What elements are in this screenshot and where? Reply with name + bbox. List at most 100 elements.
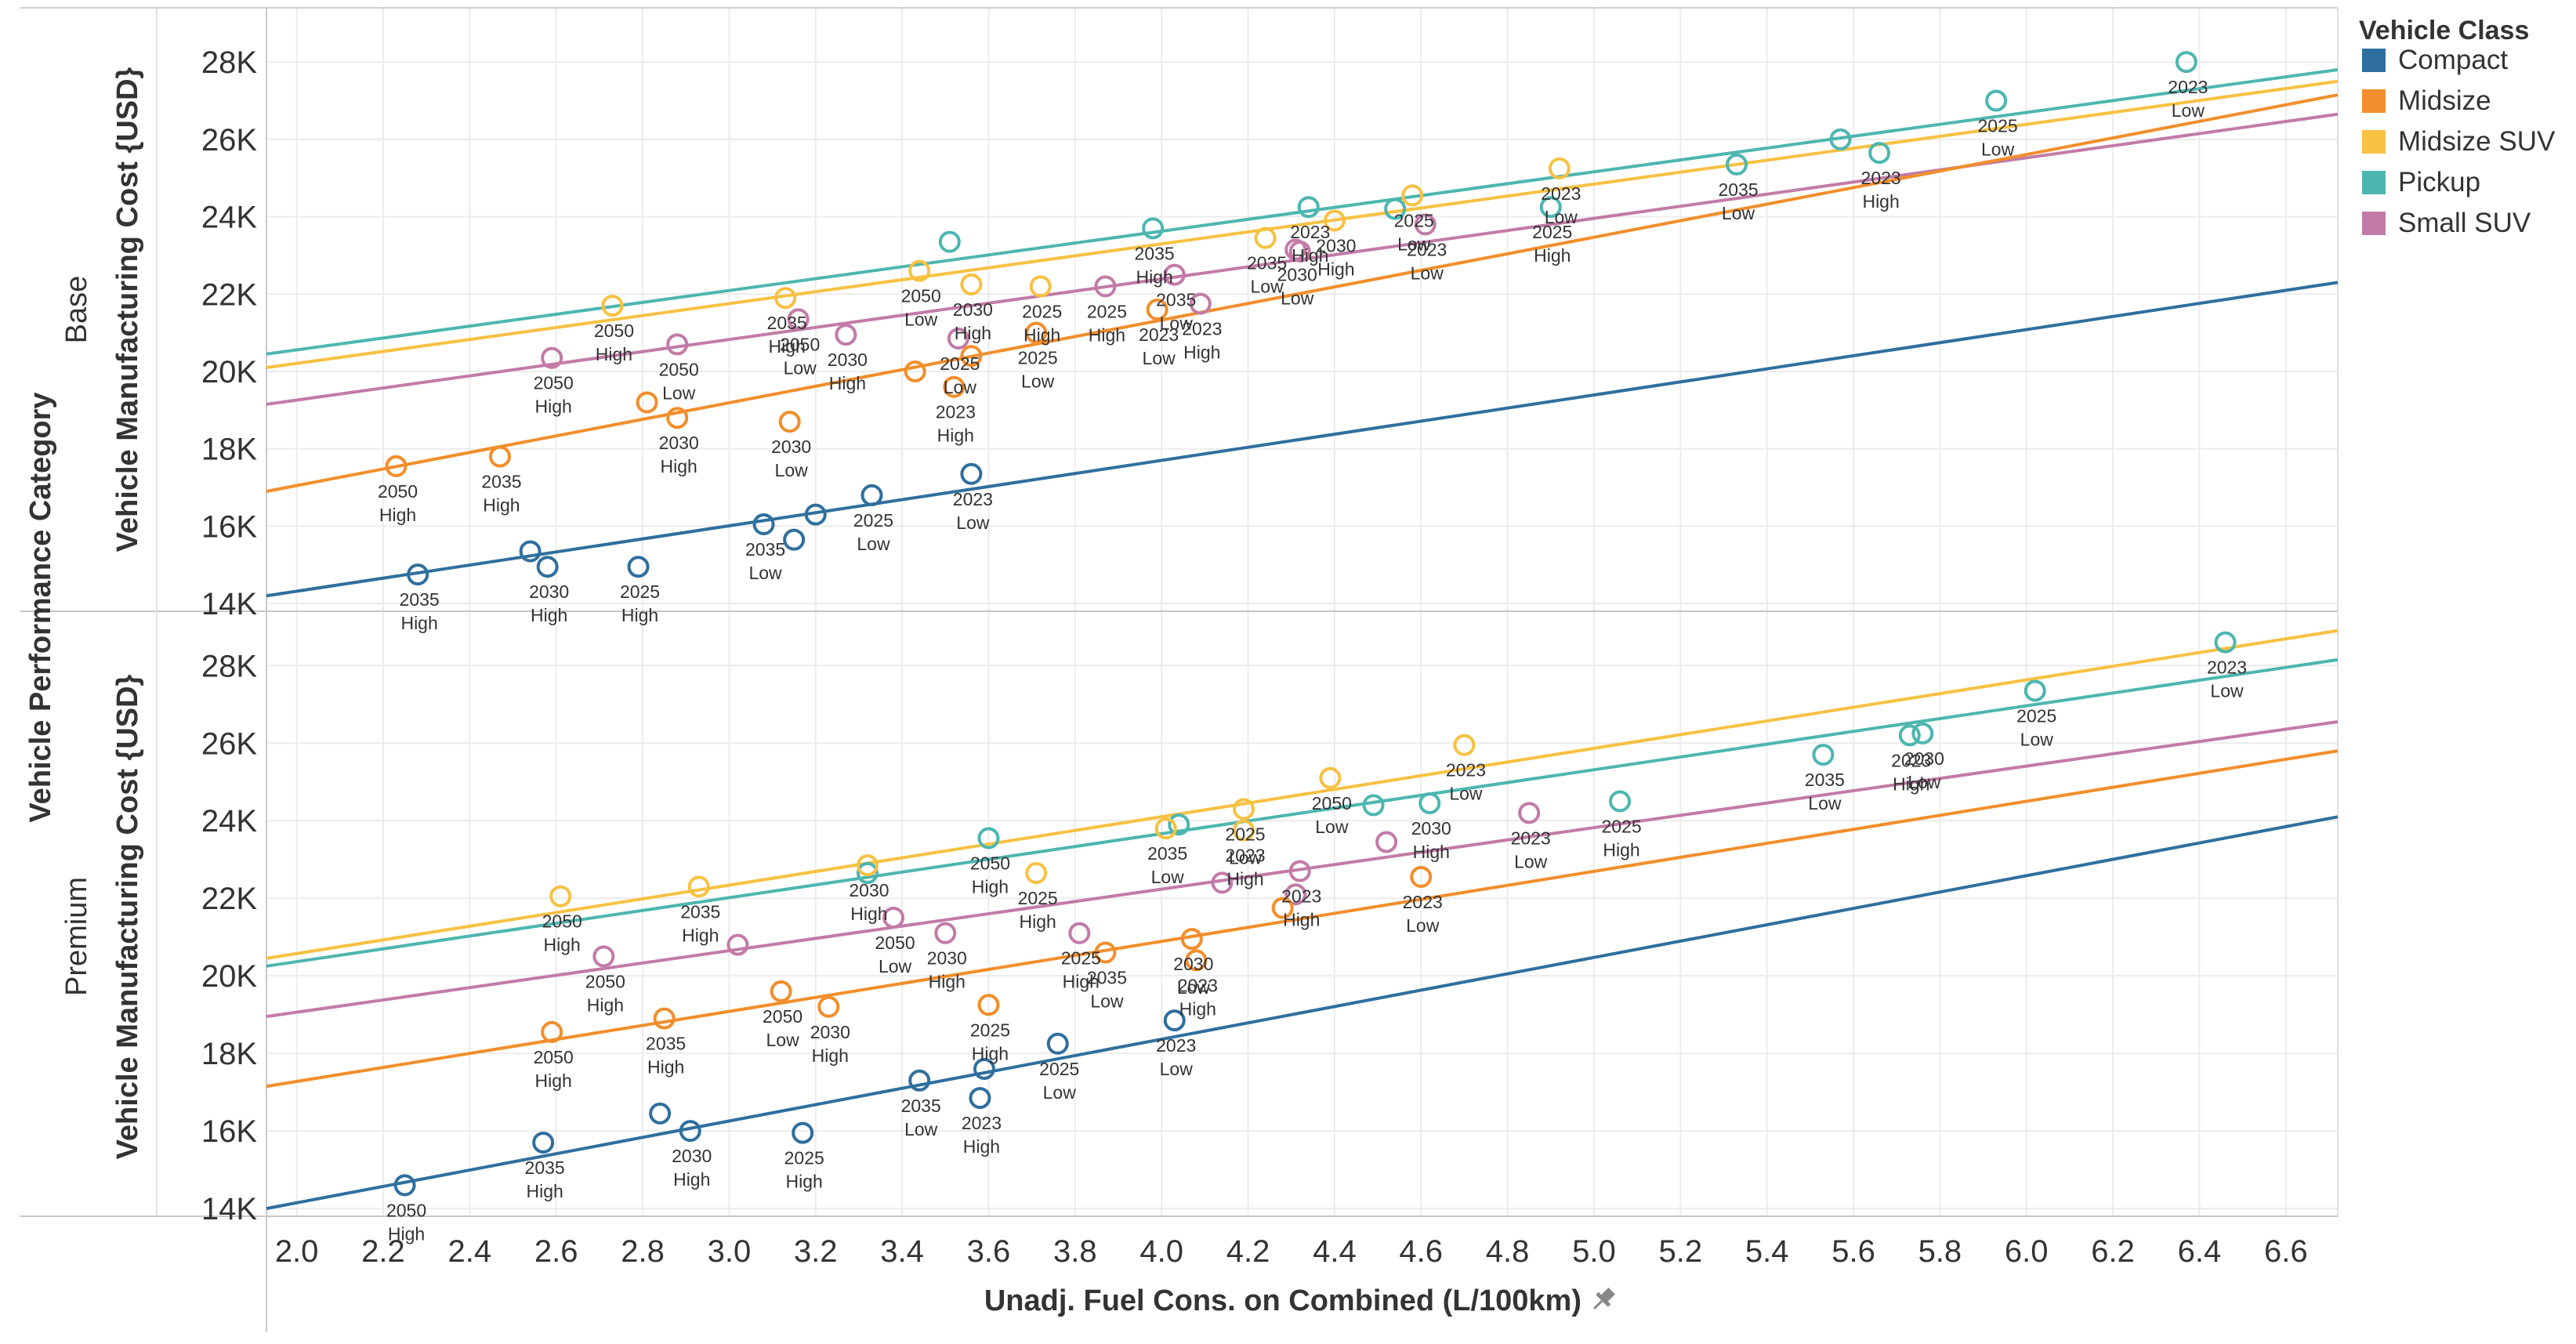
data-point-pickup[interactable] (1911, 722, 1934, 744)
data-point-small_suv[interactable] (1189, 292, 1212, 315)
data-point-midsize[interactable] (904, 360, 926, 382)
data-point-midsize_suv[interactable] (1154, 817, 1177, 840)
data-point-midsize_suv[interactable] (1548, 157, 1571, 179)
data-point-pickup[interactable] (1985, 89, 2008, 112)
data-point-compact[interactable] (532, 1131, 555, 1154)
data-point-midsize[interactable] (977, 994, 1000, 1016)
data-point-midsize_suv[interactable] (960, 273, 983, 295)
data-point-pickup[interactable] (1418, 792, 1441, 814)
legend-item-small_suv[interactable]: Small SUV (2362, 208, 2531, 238)
data-point-small_suv[interactable] (666, 333, 689, 356)
data-point-small_suv[interactable] (1094, 275, 1117, 298)
data-point-pickup[interactable] (1362, 794, 1385, 817)
data-point-compact[interactable] (536, 556, 559, 578)
data-point-midsize_suv[interactable] (687, 875, 710, 898)
data-point-midsize_suv[interactable] (1401, 184, 1424, 207)
data-point-compact[interactable] (1163, 1009, 1186, 1032)
data-point-compact[interactable] (407, 563, 429, 586)
data-point-pickup[interactable] (2214, 631, 2237, 654)
data-point-compact[interactable] (393, 1174, 416, 1197)
data-point-small_suv[interactable] (1163, 263, 1186, 286)
data-point-midsize_suv[interactable] (1323, 209, 1346, 232)
legend-item-compact[interactable]: Compact (2362, 45, 2508, 75)
data-point-midsize[interactable] (778, 411, 801, 433)
data-point-small_suv[interactable] (947, 328, 969, 350)
data-point-midsize[interactable] (817, 995, 840, 1018)
data-point-compact[interactable] (519, 540, 542, 563)
data-point-midsize[interactable] (666, 407, 689, 429)
data-point-pickup[interactable] (1812, 744, 1835, 766)
data-point-compact[interactable] (752, 513, 775, 535)
data-point-midsize_suv[interactable] (601, 295, 624, 317)
data-point-midsize[interactable] (385, 455, 408, 477)
data-point-midsize[interactable] (1271, 897, 1294, 919)
data-point-pickup[interactable] (1539, 196, 1562, 219)
data-point-midsize_suv[interactable] (1233, 819, 1255, 842)
data-point-midsize[interactable] (636, 391, 658, 414)
data-point-small_suv[interactable] (541, 346, 563, 369)
data-point-midsize[interactable] (1146, 299, 1168, 321)
data-point-small_suv[interactable] (934, 922, 957, 944)
data-point-midsize_suv[interactable] (1254, 226, 1277, 249)
data-point-midsize[interactable] (1410, 865, 1433, 888)
data-point-midsize[interactable] (1180, 928, 1203, 951)
data-point-midsize[interactable] (1025, 321, 1048, 344)
legend-item-midsize_suv[interactable]: Midsize SUV (2362, 126, 2556, 157)
data-point-pickup[interactable] (1868, 142, 1891, 165)
data-point-small_suv[interactable] (1068, 922, 1091, 944)
data-point-pickup[interactable] (1142, 217, 1165, 240)
data-point-small_suv[interactable] (1414, 213, 1437, 236)
data-point-midsize_suv[interactable] (1319, 766, 1342, 789)
data-point-small_suv[interactable] (592, 945, 615, 968)
data-point-pickup[interactable] (1297, 196, 1320, 219)
legend-item-midsize[interactable]: Midsize (2362, 85, 2491, 116)
data-point-midsize[interactable] (943, 375, 966, 398)
data-point-midsize_suv[interactable] (549, 885, 572, 907)
data-point-midsize[interactable] (770, 980, 792, 1002)
data-point-compact[interactable] (649, 1102, 672, 1125)
pin-icon[interactable] (1588, 1284, 1618, 1314)
data-point-pickup[interactable] (1829, 128, 1852, 150)
data-point-compact[interactable] (960, 462, 983, 485)
data-point-pickup[interactable] (1898, 724, 1921, 747)
legend-item-pickup[interactable]: Pickup (2362, 167, 2480, 197)
data-point-midsize_suv[interactable] (1453, 734, 1476, 756)
data-point-small_suv[interactable] (835, 324, 857, 346)
data-point-midsize[interactable] (1094, 941, 1117, 964)
data-point-compact[interactable] (860, 484, 883, 506)
data-point-midsize_suv[interactable] (908, 259, 931, 282)
data-point-midsize[interactable] (653, 1007, 676, 1030)
data-point-small_suv[interactable] (1288, 860, 1311, 882)
data-point-midsize_suv[interactable] (1025, 862, 1048, 885)
data-point-compact[interactable] (1046, 1032, 1069, 1055)
data-point-compact[interactable] (679, 1120, 701, 1143)
data-point-pickup[interactable] (2023, 679, 2046, 702)
data-point-compact[interactable] (627, 556, 650, 578)
data-point-small_suv[interactable] (1288, 240, 1311, 263)
data-point-pickup[interactable] (2175, 51, 2197, 74)
data-point-small_suv[interactable] (787, 308, 810, 331)
data-point-small_suv[interactable] (1518, 802, 1541, 824)
data-point-midsize[interactable] (1185, 949, 1208, 972)
data-point-compact[interactable] (792, 1121, 814, 1144)
data-point-pickup[interactable] (938, 230, 961, 253)
data-point-small_suv[interactable] (1211, 871, 1234, 894)
data-point-small_suv[interactable] (882, 906, 905, 929)
data-point-pickup[interactable] (1384, 197, 1407, 220)
data-point-pickup[interactable] (1168, 813, 1190, 836)
data-point-midsize_suv[interactable] (1029, 275, 1052, 298)
data-point-pickup[interactable] (977, 827, 1000, 850)
data-point-small_suv[interactable] (726, 933, 749, 956)
data-point-midsize_suv[interactable] (1233, 798, 1255, 821)
data-point-compact[interactable] (908, 1069, 931, 1092)
data-point-compact[interactable] (783, 528, 806, 551)
data-point-midsize_suv[interactable] (856, 854, 879, 877)
data-point-compact[interactable] (969, 1087, 991, 1110)
data-point-pickup[interactable] (856, 862, 879, 885)
data-point-midsize_suv[interactable] (774, 287, 797, 310)
data-point-pickup[interactable] (1609, 790, 1632, 813)
data-point-small_suv[interactable] (1375, 831, 1398, 853)
data-point-compact[interactable] (973, 1057, 995, 1080)
data-point-small_suv[interactable] (1284, 883, 1307, 906)
data-point-midsize[interactable] (488, 445, 511, 468)
